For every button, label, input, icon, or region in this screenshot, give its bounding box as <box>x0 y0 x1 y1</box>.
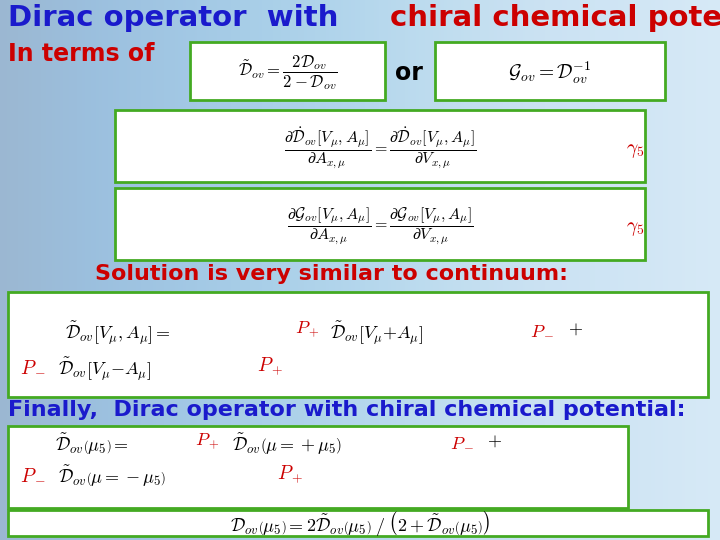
Text: $P_+$: $P_+$ <box>295 320 320 339</box>
Text: Finally,  Dirac operator with chiral chemical potential:: Finally, Dirac operator with chiral chem… <box>8 400 685 420</box>
Text: $\dfrac{\partial \mathcal{G}_{ov}[V_\mu,A_\mu]}{\partial A_{x,\mu}} = \dfrac{\pa: $\dfrac{\partial \mathcal{G}_{ov}[V_\mu,… <box>287 205 474 247</box>
Text: $P_-$: $P_-$ <box>450 432 474 450</box>
Text: $P_-$: $P_-$ <box>20 356 46 375</box>
FancyBboxPatch shape <box>115 188 645 260</box>
Text: $\tilde{\mathcal{D}}_{ov}\left(\mu = +\mu_5\right)$: $\tilde{\mathcal{D}}_{ov}\left(\mu = +\m… <box>232 432 342 457</box>
Text: $\mathcal{\tilde{D}}_{ov} = \dfrac{2\mathcal{D}_{ov}}{2-\mathcal{D}_{ov}}$: $\mathcal{\tilde{D}}_{ov} = \dfrac{2\mat… <box>238 53 338 92</box>
Text: $\tilde{\mathcal{D}}_{ov}\left(\mu = -\mu_5\right)$: $\tilde{\mathcal{D}}_{ov}\left(\mu = -\m… <box>58 464 166 489</box>
Text: In terms of: In terms of <box>8 42 155 66</box>
Text: $P_-$: $P_-$ <box>20 464 46 483</box>
Text: $\tilde{\mathcal{D}}_{ov}\left(\mu_5\right) = $: $\tilde{\mathcal{D}}_{ov}\left(\mu_5\rig… <box>55 432 129 457</box>
Text: $P_+$: $P_+$ <box>195 432 220 451</box>
FancyBboxPatch shape <box>115 110 645 182</box>
Text: chiral chemical potential: chiral chemical potential <box>390 4 720 32</box>
Text: Dirac operator  with: Dirac operator with <box>8 4 348 32</box>
Text: $+$: $+$ <box>487 432 502 450</box>
Text: $\gamma_5$: $\gamma_5$ <box>626 219 644 238</box>
FancyBboxPatch shape <box>435 42 665 100</box>
FancyBboxPatch shape <box>8 426 628 508</box>
Text: or: or <box>395 61 423 85</box>
Text: $\mathcal{G}_{ov} = \mathcal{D}_{ov}^{-1}$: $\mathcal{G}_{ov} = \mathcal{D}_{ov}^{-1… <box>508 60 592 86</box>
Text: $P_-$: $P_-$ <box>530 320 554 338</box>
Text: $\tilde{\mathcal{D}}_{ov}\left[V_\mu, A_\mu\right] = $: $\tilde{\mathcal{D}}_{ov}\left[V_\mu, A_… <box>65 320 171 347</box>
Text: $\mathcal{D}_{ov}\left(\mu_5\right) = 2\tilde{\mathcal{D}}_{ov}\left(\mu_5\right: $\mathcal{D}_{ov}\left(\mu_5\right) = 2\… <box>230 509 490 537</box>
Text: $\gamma_5$: $\gamma_5$ <box>626 140 644 159</box>
Text: $\tilde{\mathcal{D}}_{ov}\left[V_\mu{+}A_\mu\right]$: $\tilde{\mathcal{D}}_{ov}\left[V_\mu{+}A… <box>330 320 423 347</box>
FancyBboxPatch shape <box>8 292 708 397</box>
Text: $\tilde{\mathcal{D}}_{ov}\left[V_\mu{-}A_\mu\right]$: $\tilde{\mathcal{D}}_{ov}\left[V_\mu{-}A… <box>58 356 152 383</box>
FancyBboxPatch shape <box>8 510 708 536</box>
Text: $P_+$: $P_+$ <box>257 356 284 377</box>
Text: $P_+$: $P_+$ <box>277 464 304 485</box>
Text: $\dfrac{\partial \dot{\mathcal{D}}_{ov}[V_\mu,A_\mu]}{\partial A_{x,\mu}} = \dfr: $\dfrac{\partial \dot{\mathcal{D}}_{ov}[… <box>284 126 476 171</box>
Text: Solution is very similar to continuum:: Solution is very similar to continuum: <box>95 264 568 284</box>
Text: $+$: $+$ <box>568 320 583 338</box>
FancyBboxPatch shape <box>190 42 385 100</box>
